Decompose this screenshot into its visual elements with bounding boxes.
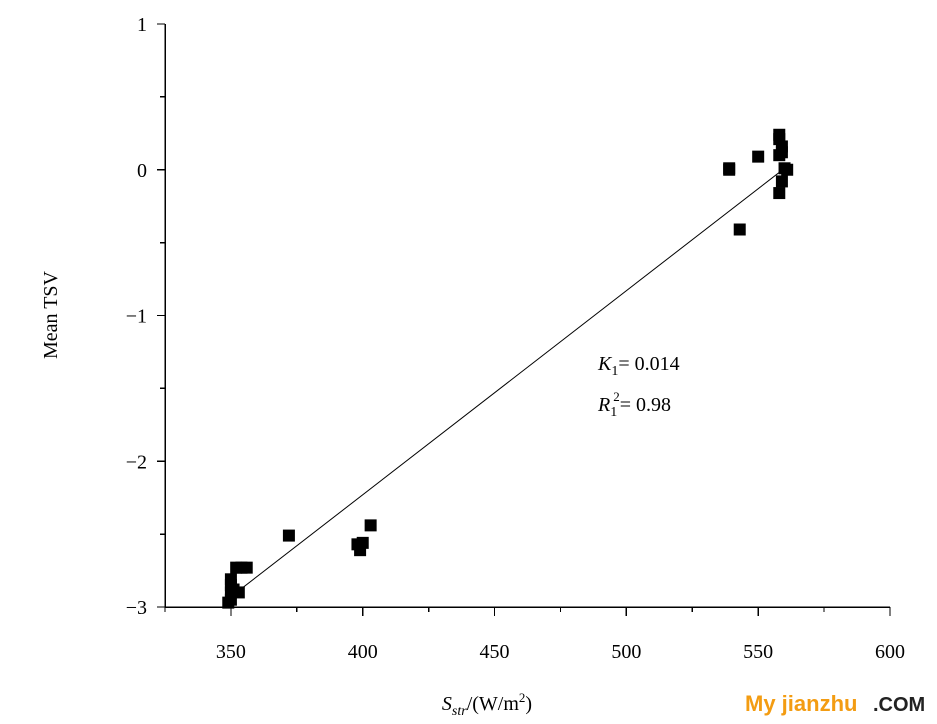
watermark-suffix: .COM	[873, 694, 925, 716]
x-tick-label: 500	[611, 641, 641, 663]
x-tick-label: 600	[875, 641, 905, 663]
data-point	[240, 561, 253, 574]
slope-subscript: 1	[611, 364, 618, 379]
data-point	[282, 529, 295, 542]
slope-value: = 0.014	[618, 353, 679, 375]
x-axis-label: Sstr/(W/m2)	[442, 690, 532, 719]
axis-tick-labels: 1 0 −1 −2 −3 350 400 450 500 550 600	[126, 14, 905, 663]
data-point	[775, 175, 788, 188]
x-tick-label: 450	[480, 641, 510, 663]
x-tick-label: 400	[348, 641, 378, 663]
slope-annotation: K1= 0.014	[597, 353, 680, 379]
y-tick-label: −2	[126, 451, 147, 473]
x-axis-label-subscript: str	[452, 704, 467, 719]
data-point	[224, 573, 237, 586]
x-axis-label-symbol: S	[442, 693, 452, 715]
data-point	[773, 187, 786, 200]
y-tick-label: −3	[126, 597, 147, 619]
x-axis-label-superscript: 2	[519, 690, 526, 705]
data-point	[364, 519, 377, 532]
x-axis-label-unit: /(W/m	[467, 693, 520, 715]
y-axis-label: Mean TSV	[40, 270, 62, 359]
y-tick-label: −1	[126, 306, 147, 328]
data-point	[356, 536, 369, 549]
watermark-logo: My jianzhu .COM	[745, 691, 925, 716]
x-tick-label: 350	[216, 641, 246, 663]
axis-ticks	[157, 23, 891, 616]
r-squared-annotation: R12= 0.98	[597, 389, 671, 420]
axes	[164, 24, 890, 608]
slope-symbol: K	[597, 353, 613, 375]
x-tick-label: 550	[743, 641, 773, 663]
data-points	[222, 128, 794, 609]
data-point	[723, 162, 736, 175]
x-axis-label-close: )	[525, 693, 532, 715]
y-tick-label: 0	[137, 160, 147, 182]
y-tick-label: 1	[137, 14, 147, 36]
r-squared-superscript: 2	[613, 389, 620, 404]
data-point	[775, 146, 788, 159]
data-point	[752, 150, 765, 163]
watermark-brand: My jianzhu	[745, 691, 857, 716]
data-point	[781, 163, 794, 176]
r-squared-value: = 0.98	[620, 394, 671, 416]
data-point	[232, 586, 245, 599]
data-point	[733, 223, 746, 236]
r-squared-subscript: 1	[610, 405, 617, 420]
r-squared-symbol: R	[597, 394, 610, 416]
fit-line	[230, 167, 785, 598]
